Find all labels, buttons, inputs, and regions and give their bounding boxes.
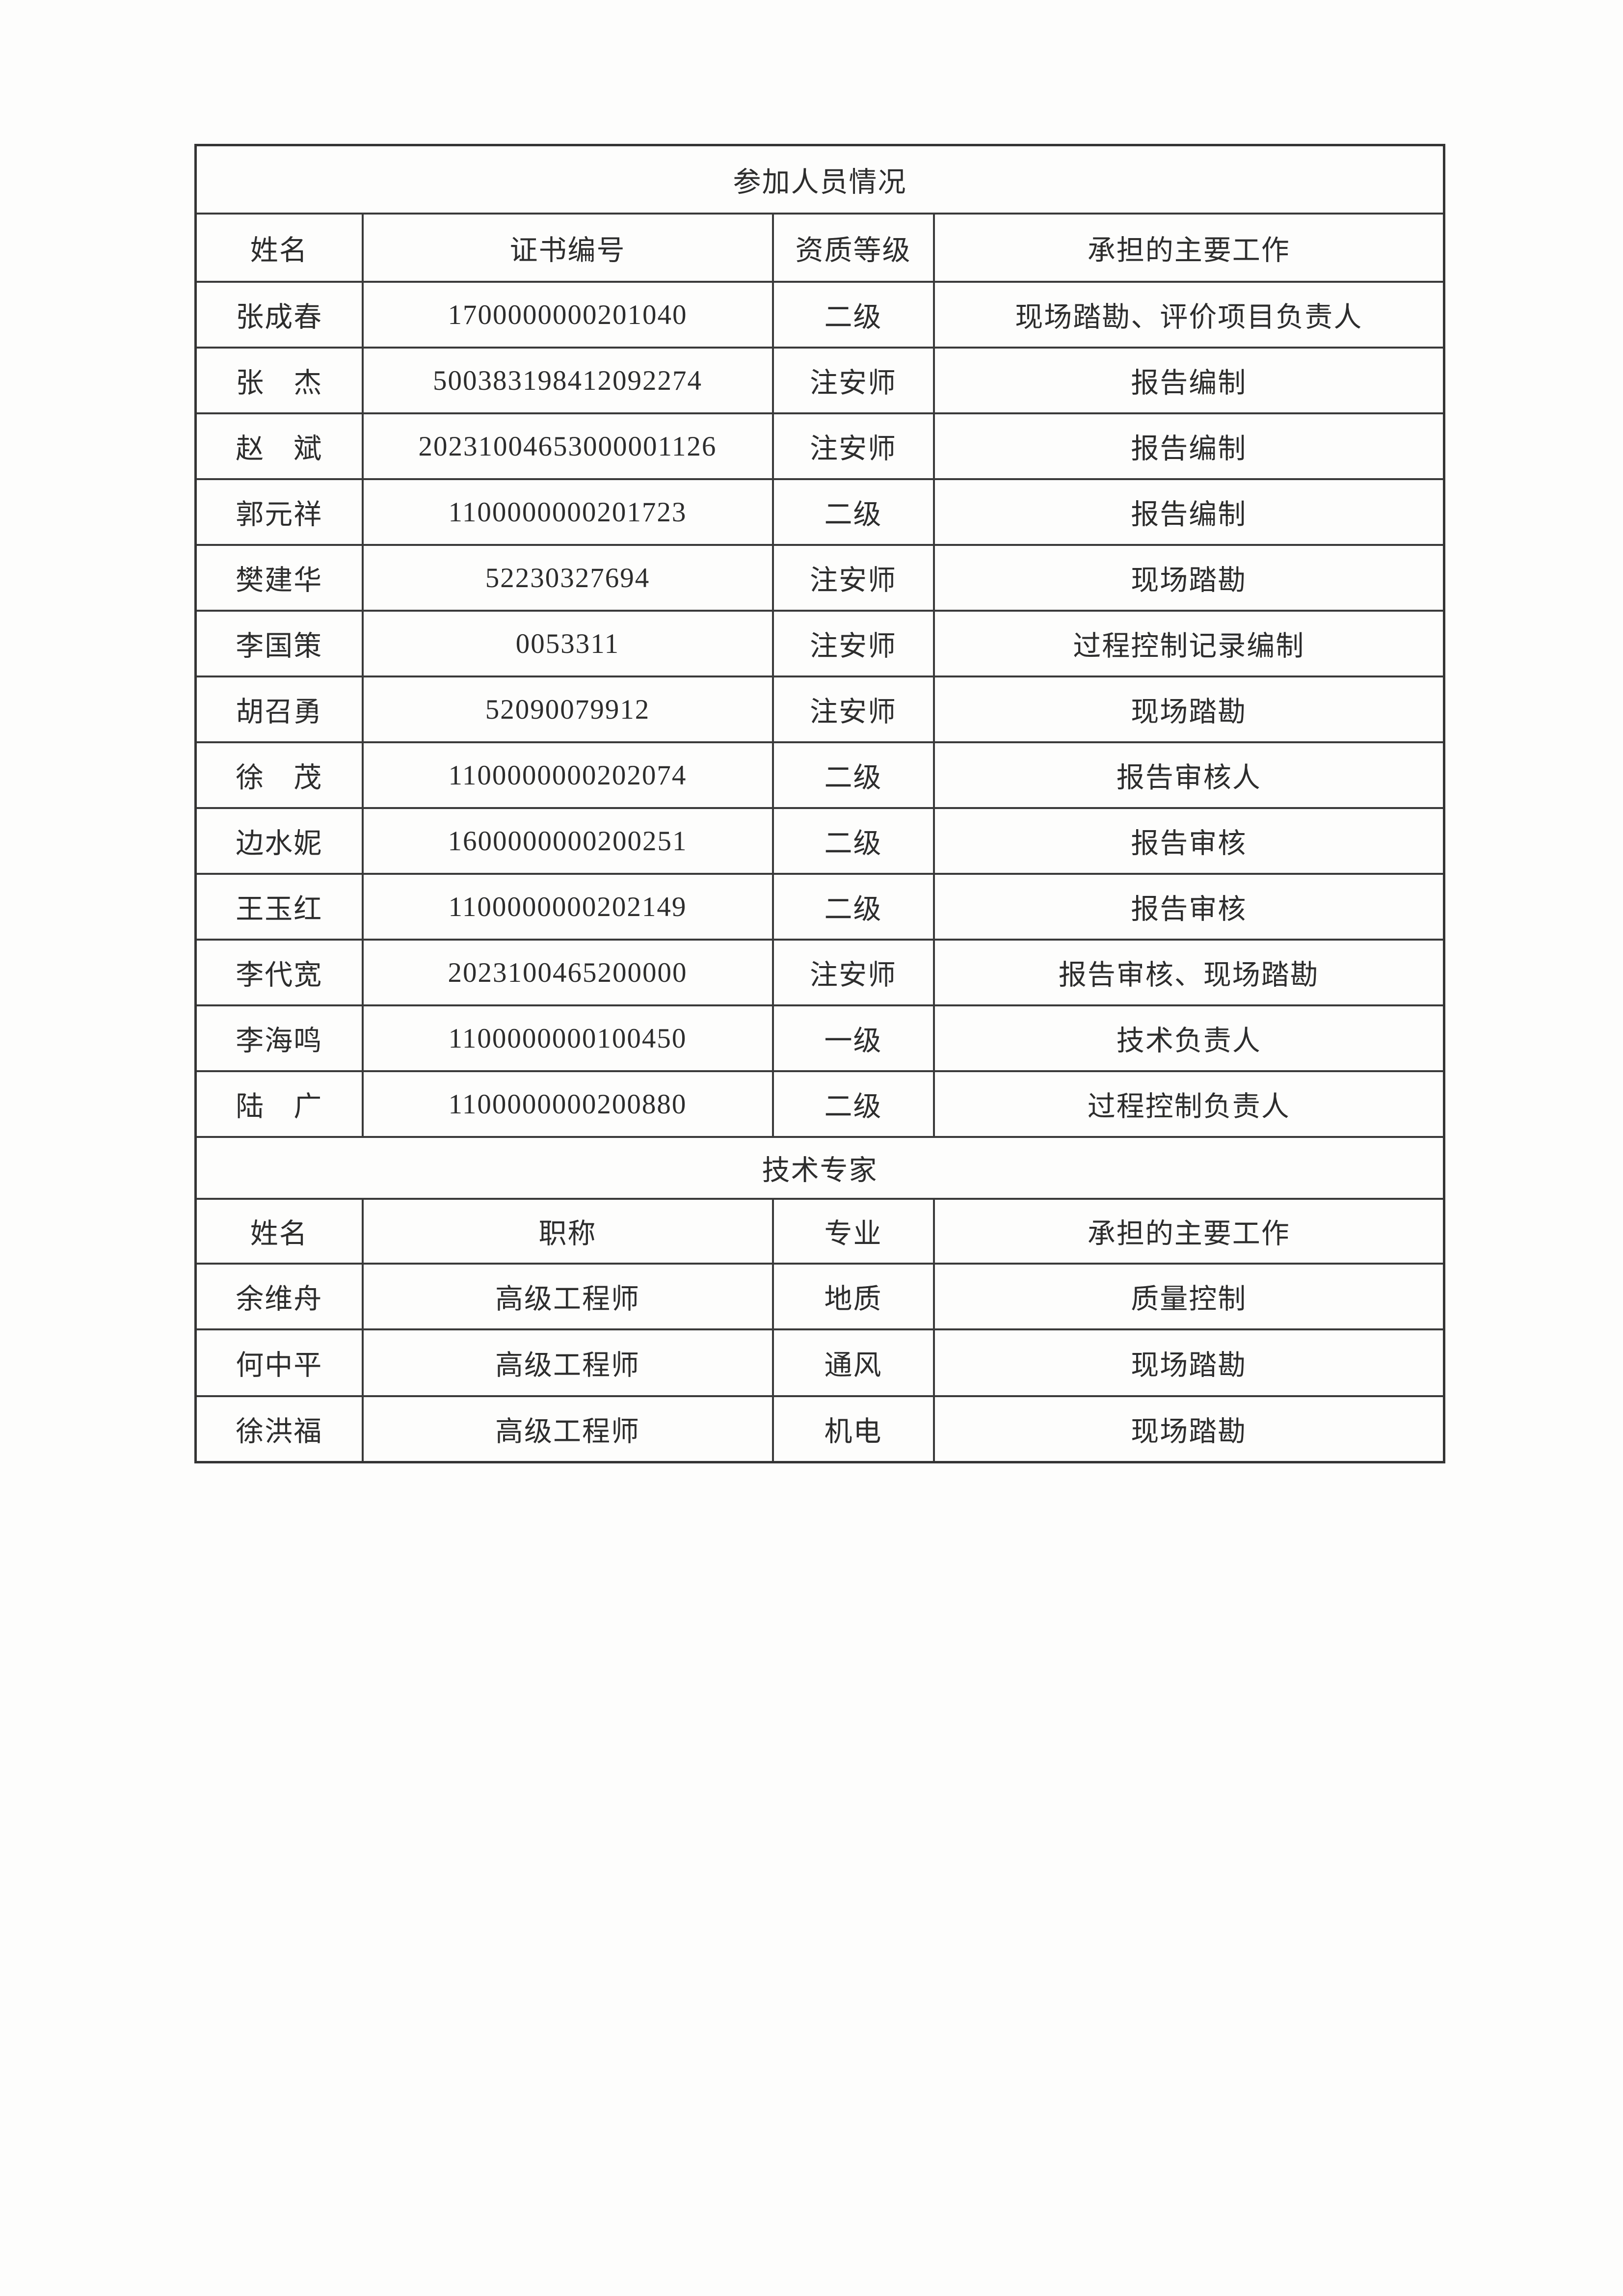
level-cell: 二级 [772,281,935,349]
participants-title-row: 参加人员情况 [194,144,1445,215]
name-cell: 李海鸣 [194,1004,364,1072]
cert-cell: 1700000000201040 [361,281,774,349]
level-cell: 注安师 [772,544,935,612]
table-row: 赵 斌 20231004653000001126 注安师 报告编制 [194,412,1445,480]
work-cell: 现场踏勘 [932,1395,1445,1463]
header-main-work: 承担的主要工作 [932,213,1445,283]
level-cell: 二级 [772,873,935,941]
table-row: 徐 茂 1100000000202074 二级 报告审核人 [194,741,1445,809]
participants-table-title: 参加人员情况 [194,144,1445,215]
work-cell: 报告审核人 [932,741,1445,809]
table-row: 李代宽 2023100465200000 注安师 报告审核、现场踏勘 [194,939,1445,1006]
header-specialty: 专业 [772,1198,935,1265]
level-cell: 注安师 [772,412,935,480]
specialty-cell: 通风 [772,1328,935,1397]
table-row: 胡召勇 52090079912 注安师 现场踏勘 [194,675,1445,743]
level-cell: 二级 [772,741,935,809]
job-title-cell: 高级工程师 [361,1263,774,1330]
experts-header-row: 姓名 职称 专业 承担的主要工作 [194,1198,1445,1265]
job-title-cell: 高级工程师 [361,1395,774,1463]
work-cell: 现场踏勘 [932,1328,1445,1397]
name-cell: 赵 斌 [194,412,364,480]
participants-header-row: 姓名 证书编号 资质等级 承担的主要工作 [194,213,1445,283]
level-cell: 二级 [772,478,935,546]
cert-cell: 1100000000201723 [361,478,774,546]
name-cell: 李国策 [194,610,364,677]
header-name: 姓名 [194,213,364,283]
name-cell: 徐洪福 [194,1395,364,1463]
cert-cell: 0053311 [361,610,774,677]
level-cell: 注安师 [772,939,935,1006]
name-cell: 边水妮 [194,807,364,875]
name-cell: 王玉红 [194,873,364,941]
cert-cell: 52090079912 [361,675,774,743]
table-row: 李海鸣 1100000000100450 一级 技术负责人 [194,1004,1445,1072]
header-qualification-level: 资质等级 [772,213,935,283]
work-cell: 现场踏勘 [932,675,1445,743]
table-row: 李国策 0053311 注安师 过程控制记录编制 [194,610,1445,677]
name-cell: 张 杰 [194,347,364,414]
name-cell: 李代宽 [194,939,364,1006]
cert-cell: 1600000000200251 [361,807,774,875]
expert-row: 徐洪福 高级工程师 机电 现场踏勘 [194,1395,1445,1463]
table-row: 陆 广 1100000000200880 二级 过程控制负责人 [194,1070,1445,1138]
level-cell: 注安师 [772,675,935,743]
work-cell: 现场踏勘 [932,544,1445,612]
table-row: 张 杰 500383198412092274 注安师 报告编制 [194,347,1445,414]
job-title-cell: 高级工程师 [361,1328,774,1397]
work-cell: 报告编制 [932,478,1445,546]
level-cell: 一级 [772,1004,935,1072]
work-cell: 报告编制 [932,347,1445,414]
expert-row: 余维舟 高级工程师 地质 质量控制 [194,1263,1445,1330]
header-cert-number: 证书编号 [361,213,774,283]
work-cell: 过程控制记录编制 [932,610,1445,677]
level-cell: 注安师 [772,347,935,414]
work-cell: 过程控制负责人 [932,1070,1445,1138]
name-cell: 徐 茂 [194,741,364,809]
cert-cell: 1100000000202074 [361,741,774,809]
header-job-title: 职称 [361,1198,774,1265]
cert-cell: 2023100465200000 [361,939,774,1006]
work-cell: 报告审核、现场踏勘 [932,939,1445,1006]
work-cell: 报告审核 [932,807,1445,875]
name-cell: 陆 广 [194,1070,364,1138]
work-cell: 技术负责人 [932,1004,1445,1072]
name-cell: 郭元祥 [194,478,364,546]
level-cell: 二级 [772,1070,935,1138]
cert-cell: 20231004653000001126 [361,412,774,480]
work-cell: 报告审核 [932,873,1445,941]
experts-section-title: 技术专家 [194,1136,1445,1200]
header-main-work: 承担的主要工作 [932,1198,1445,1265]
level-cell: 注安师 [772,610,935,677]
personnel-table: 参加人员情况 姓名 证书编号 资质等级 承担的主要工作 张成春 17000000… [194,144,1445,1463]
work-cell: 质量控制 [932,1263,1445,1330]
experts-title-row: 技术专家 [194,1136,1445,1200]
table-row: 郭元祥 1100000000201723 二级 报告编制 [194,478,1445,546]
table-row: 王玉红 1100000000202149 二级 报告审核 [194,873,1445,941]
expert-row: 何中平 高级工程师 通风 现场踏勘 [194,1328,1445,1397]
name-cell: 胡召勇 [194,675,364,743]
table-row: 张成春 1700000000201040 二级 现场踏勘、评价项目负责人 [194,281,1445,349]
table-row: 樊建华 52230327694 注安师 现场踏勘 [194,544,1445,612]
specialty-cell: 机电 [772,1395,935,1463]
work-cell: 现场踏勘、评价项目负责人 [932,281,1445,349]
level-cell: 二级 [772,807,935,875]
name-cell: 樊建华 [194,544,364,612]
name-cell: 余维舟 [194,1263,364,1330]
name-cell: 何中平 [194,1328,364,1397]
cert-cell: 52230327694 [361,544,774,612]
header-name: 姓名 [194,1198,364,1265]
name-cell: 张成春 [194,281,364,349]
cert-cell: 1100000000100450 [361,1004,774,1072]
table-row: 边水妮 1600000000200251 二级 报告审核 [194,807,1445,875]
cert-cell: 1100000000200880 [361,1070,774,1138]
specialty-cell: 地质 [772,1263,935,1330]
cert-cell: 1100000000202149 [361,873,774,941]
work-cell: 报告编制 [932,412,1445,480]
cert-cell: 500383198412092274 [361,347,774,414]
